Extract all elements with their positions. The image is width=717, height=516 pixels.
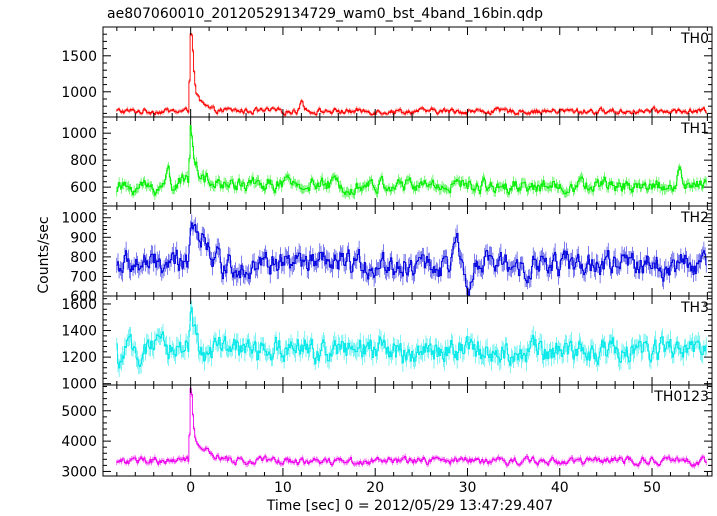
series-th1 xyxy=(116,120,707,201)
y-tick-label: 1500 xyxy=(61,49,97,65)
x-axis-ticks xyxy=(116,117,708,206)
y-tick-label: 900 xyxy=(70,230,97,246)
x-axis-ticks xyxy=(116,296,708,385)
panel-label: TH2 xyxy=(680,210,709,226)
panel-th0: TH0 1000 1500 xyxy=(61,26,713,118)
y-tick-label: 1000 xyxy=(61,377,97,393)
x-tick-label: 40 xyxy=(551,480,569,496)
y-axis-ticks xyxy=(103,209,712,293)
panel-frame xyxy=(102,295,713,386)
y-tick-label: 1400 xyxy=(61,324,97,340)
panel-label: TH0123 xyxy=(653,389,709,405)
y-axis-label: Counts/sec xyxy=(36,216,52,293)
y-tick-label: 1600 xyxy=(61,297,97,313)
x-axis-ticks xyxy=(116,206,708,296)
series-th3 xyxy=(116,300,707,377)
x-axis-label: Time [sec] 0 = 2012/05/29 13:47:29.407 xyxy=(266,498,553,514)
x-tick-label: 20 xyxy=(366,480,384,496)
series-line xyxy=(116,387,707,467)
y-tick-label: 1000 xyxy=(61,85,97,101)
y-axis-ticks xyxy=(103,386,712,472)
error-bars xyxy=(116,300,707,377)
x-axis-ticks xyxy=(116,27,708,117)
y-tick-label: 5000 xyxy=(61,404,97,420)
y-axis-ticks xyxy=(103,121,712,204)
y-tick-label: 3000 xyxy=(61,464,97,480)
x-axis-ticks xyxy=(116,385,708,476)
panel-label: TH1 xyxy=(680,121,709,137)
panel-label: TH3 xyxy=(680,300,709,316)
y-tick-label: 800 xyxy=(70,153,97,169)
chart-title: ae807060010_20120529134729_wam0_bst_4ban… xyxy=(107,6,543,22)
y-tick-label: 1200 xyxy=(61,350,97,366)
x-tick-label: 50 xyxy=(643,480,661,496)
panel-th2: TH2 600 700 800 900 1000 xyxy=(61,205,713,305)
x-tick-label: 0 xyxy=(186,480,195,496)
error-bars xyxy=(116,120,707,201)
y-tick-label: 800 xyxy=(70,250,97,266)
series-line xyxy=(116,125,707,196)
x-tick-label: 30 xyxy=(459,480,477,496)
series-th0123 xyxy=(116,385,707,469)
panel-th1: TH1 600 800 1000 xyxy=(61,116,713,207)
y-tick-label: 600 xyxy=(70,180,97,196)
panel-th0123: TH0123 3000 4000 5000 xyxy=(61,384,713,480)
series-line xyxy=(116,307,707,369)
panel-label: TH0 xyxy=(680,31,709,47)
series-th2 xyxy=(116,214,707,296)
series-line xyxy=(116,33,707,116)
y-tick-label: 700 xyxy=(70,269,97,285)
y-axis-ticks xyxy=(103,33,712,114)
y-tick-label: 1000 xyxy=(61,126,97,142)
panels-group: TH0 1000 1500 TH1 600 800 1000 TH2 600 700 800 900 1… xyxy=(61,26,713,496)
panel-th3: TH3 1000 1200 1400 1600 xyxy=(61,295,713,393)
x-tick-label: 10 xyxy=(274,480,292,496)
y-axis-ticks xyxy=(103,298,712,385)
y-tick-label: 4000 xyxy=(61,434,97,450)
error-bars xyxy=(116,385,707,469)
panel-frame xyxy=(102,384,713,477)
series-th0 xyxy=(116,32,707,117)
y-tick-label: 1000 xyxy=(61,211,97,227)
series-line xyxy=(116,222,707,296)
y-tick-label: 600 xyxy=(70,289,97,305)
